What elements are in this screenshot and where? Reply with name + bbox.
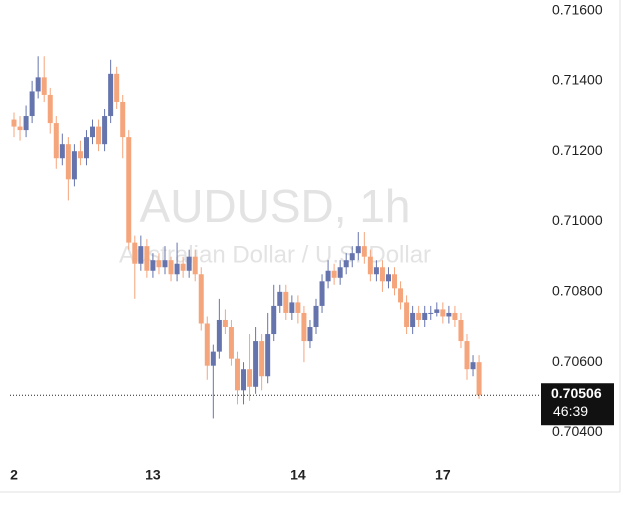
candle-body	[464, 341, 470, 370]
candle-body	[259, 341, 265, 377]
candle-body	[271, 305, 277, 335]
candle-body	[234, 358, 240, 391]
candle-body	[361, 246, 367, 257]
candle-body	[398, 288, 404, 303]
candle-body	[265, 334, 271, 377]
candle-body	[210, 351, 216, 366]
candle-body	[168, 260, 174, 275]
watermark-title: AUDUSD, 1h	[140, 180, 411, 232]
x-tick-label: 17	[435, 467, 451, 483]
candle-body	[458, 319, 464, 342]
candle-body	[77, 151, 83, 159]
candle-body	[174, 263, 180, 275]
candle-body	[120, 101, 126, 138]
candle-body	[114, 73, 120, 102]
candle-body	[416, 312, 422, 320]
candle-body	[96, 126, 102, 145]
candle-body	[222, 319, 228, 328]
candle-body	[283, 291, 289, 313]
y-tick-label: 0.70600	[552, 353, 603, 369]
candle-body	[253, 341, 259, 387]
candle-body	[313, 305, 319, 328]
candle-body	[440, 309, 446, 317]
candle-body	[83, 137, 89, 159]
candle-body	[108, 73, 114, 117]
candle-body	[404, 302, 410, 328]
candle-body	[392, 274, 398, 289]
candle-body	[192, 256, 198, 275]
candle-body	[428, 312, 434, 314]
candle-body	[331, 270, 337, 278]
countdown-label: 46:39	[553, 403, 588, 419]
candle-body	[301, 312, 307, 342]
candle-body	[349, 253, 355, 261]
candle-body	[319, 281, 325, 306]
candle-body	[90, 126, 96, 138]
candle-body	[446, 312, 452, 317]
candle-body	[241, 369, 247, 391]
candle-body	[343, 260, 349, 268]
y-tick-label: 0.71200	[552, 142, 603, 158]
candle-body	[198, 274, 204, 324]
candle-body	[23, 116, 29, 131]
y-tick-label: 0.71400	[552, 72, 603, 88]
candle-body	[29, 91, 35, 117]
candle-body	[162, 260, 168, 268]
candle-body	[53, 123, 59, 159]
candle-body	[71, 151, 77, 180]
candle-body	[144, 246, 150, 271]
y-tick-label: 0.70800	[552, 283, 603, 299]
x-tick-label: 13	[145, 467, 161, 483]
candle-body	[180, 263, 186, 271]
candle-body	[65, 144, 71, 180]
candle-body	[410, 312, 416, 328]
x-tick-label: 14	[290, 467, 306, 483]
y-tick-label: 0.71000	[552, 212, 603, 228]
candle-body	[337, 267, 343, 278]
candle-body	[59, 144, 65, 159]
y-tick-label: 0.71600	[552, 1, 603, 17]
candle-body	[156, 260, 162, 268]
candle-body	[186, 256, 192, 271]
candle-body	[452, 312, 458, 320]
candle-body	[47, 94, 53, 124]
candle-body	[295, 302, 301, 313]
last-price-box	[541, 383, 614, 426]
candle-body	[41, 77, 47, 95]
candle-body	[373, 267, 379, 275]
candle-body	[379, 267, 385, 282]
candle-body	[307, 327, 313, 342]
candle-body	[355, 246, 361, 254]
candle-body	[132, 242, 138, 264]
candle-body	[325, 270, 331, 282]
candle-body	[138, 246, 144, 264]
y-tick-label: 0.70400	[552, 423, 603, 439]
candle-body	[476, 362, 482, 396]
last-price-label: 0.70506	[551, 385, 602, 401]
candle-body	[277, 291, 283, 306]
candle-body	[150, 260, 156, 271]
candle-body	[35, 77, 41, 92]
candle-body	[204, 323, 210, 366]
candle-body	[17, 126, 23, 131]
candle-body	[289, 302, 295, 313]
candle-body	[247, 369, 253, 387]
x-tick-label: 2	[10, 467, 18, 483]
candle-body	[385, 274, 391, 282]
candle-body	[422, 312, 428, 320]
candle-body	[11, 119, 17, 127]
candle-body	[102, 116, 108, 145]
candle-body	[470, 362, 476, 370]
candle-body	[216, 319, 222, 352]
candle-body	[434, 309, 440, 313]
candle-body	[228, 327, 234, 359]
candle-body	[367, 256, 373, 275]
candle-body	[126, 137, 132, 243]
